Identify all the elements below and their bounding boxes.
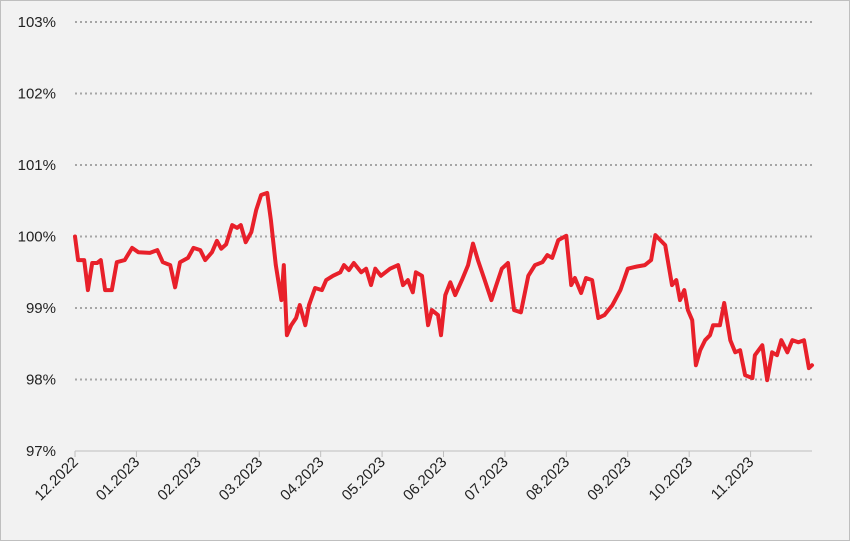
y-tick-label: 97% xyxy=(26,443,56,460)
y-tick-label: 100% xyxy=(18,229,56,246)
y-tick-label: 103% xyxy=(18,14,56,31)
y-tick-label: 102% xyxy=(18,86,56,103)
y-tick-label: 99% xyxy=(26,300,56,317)
data-line xyxy=(73,190,814,383)
y-tick-label: 98% xyxy=(26,372,56,389)
y-tick-label: 101% xyxy=(18,157,56,174)
